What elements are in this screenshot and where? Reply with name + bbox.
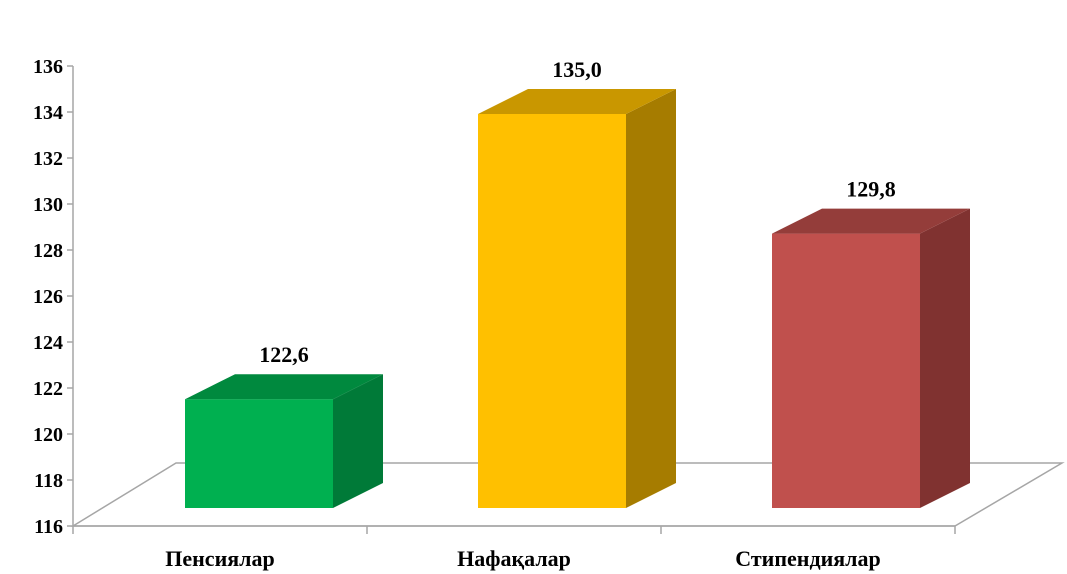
x-axis: Пенсиялар Нафақалар Стипендиялар	[72, 525, 956, 571]
bar-side	[920, 208, 970, 508]
bar-top	[185, 374, 383, 400]
y-tick-label: 130	[33, 194, 63, 216]
data-label: 122,6	[259, 342, 309, 367]
bar	[478, 89, 676, 508]
x-category-label: Пенсиялар	[165, 546, 274, 571]
y-tick-label: 124	[33, 332, 63, 354]
y-axis: 116 118 120 122 124 126 128 130 132 134 136	[33, 56, 74, 538]
y-tick-label: 134	[33, 102, 63, 124]
bar-top	[772, 208, 970, 234]
x-category-label: Стипендиялар	[735, 546, 880, 571]
x-category-label: Нафақалар	[457, 546, 571, 571]
bar-front	[185, 399, 333, 508]
bar-front	[478, 114, 626, 508]
bar-top	[478, 89, 676, 114]
bar-side	[333, 374, 383, 508]
data-label: 129,8	[846, 177, 896, 202]
data-labels: 122,6 135,0 129,8	[259, 57, 896, 367]
data-label: 135,0	[552, 57, 602, 82]
y-tick-label: 136	[33, 56, 63, 78]
bar-side	[626, 89, 676, 508]
bars	[185, 89, 970, 508]
y-tick-label: 116	[34, 516, 63, 538]
y-tick-label: 118	[34, 470, 63, 492]
y-tick-label: 126	[33, 286, 63, 308]
bar	[772, 208, 970, 508]
y-tick-label: 122	[33, 378, 63, 400]
y-tick-label: 132	[33, 148, 63, 170]
y-tick-label: 120	[33, 424, 63, 446]
y-tick-label: 128	[33, 240, 63, 262]
bar	[185, 374, 383, 508]
bar-front	[772, 233, 920, 508]
